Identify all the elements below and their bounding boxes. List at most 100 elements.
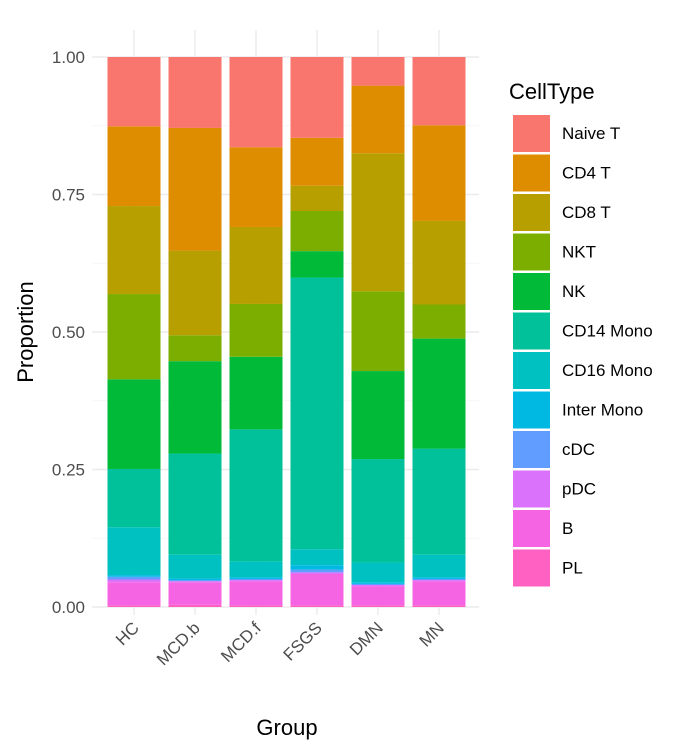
y-tick-label: 1.00 — [52, 48, 85, 67]
bar-segment-nk — [412, 338, 466, 449]
legend-label: pDC — [562, 480, 596, 499]
legend-label: cDC — [562, 440, 595, 459]
legend-label: CD4 T — [562, 164, 611, 183]
bar-segment-b — [107, 582, 161, 606]
legend-swatch — [513, 391, 550, 429]
bar-segment-pdc — [229, 580, 283, 582]
legend-swatch — [513, 233, 550, 271]
bar-segment-pdc — [168, 581, 222, 583]
bar-segment-nkt — [168, 335, 222, 362]
y-tick-label: 0.75 — [52, 186, 85, 205]
bar-segment-naive-t — [229, 57, 283, 148]
bar-segment-pl — [351, 605, 405, 607]
bar-segment-cd8-t — [290, 185, 344, 211]
bar-segment-cd16-mono — [107, 527, 161, 576]
bar-segment-cd16-mono — [168, 554, 222, 579]
bar-segment-b — [290, 574, 344, 606]
bar-segment-cd14-mono — [168, 453, 222, 555]
bar-segment-cd16-mono — [229, 561, 283, 578]
bar-group-mcd-b — [168, 57, 222, 607]
bar-segment-pl — [229, 605, 283, 607]
bar-segment-cd16-mono — [412, 554, 466, 578]
bar-segment-naive-t — [107, 57, 161, 127]
bar-segment-nk — [107, 379, 161, 469]
legend-swatch — [513, 549, 550, 587]
bar-segment-nk — [229, 356, 283, 430]
y-tick-label: 0.00 — [52, 598, 85, 617]
bar-segment-nkt — [412, 304, 466, 339]
bar-segment-cd8-t — [229, 226, 283, 304]
bar-segment-nk — [168, 361, 222, 454]
x-axis-ticks: HC MCD.b MCD.f FSGS DMN MN — [112, 618, 448, 669]
bar-segment-nkt — [107, 294, 161, 380]
bar-segment-cd8-t — [107, 206, 161, 295]
bar-segment-inter-mono — [107, 575, 161, 577]
legend-item: NK — [513, 273, 586, 310]
bar-segment-cdc — [168, 580, 222, 582]
bar-segment-cd16-mono — [351, 562, 405, 583]
legend-swatch — [513, 510, 550, 547]
legend-item: CD4 T — [513, 154, 611, 192]
bar-segment-cdc — [107, 576, 161, 580]
bar-segment-pl — [168, 604, 222, 607]
bar-segment-cd14-mono — [229, 429, 283, 562]
bar-segment-b — [229, 581, 283, 606]
legend-label: CD8 T — [562, 203, 611, 222]
bar-segment-b — [351, 586, 405, 606]
legend-item: B — [513, 510, 573, 547]
bar-segment-cd14-mono — [107, 468, 161, 528]
bar-segment-cd14-mono — [351, 459, 405, 563]
bar-segment-pl — [290, 605, 344, 607]
bar-segment-inter-mono — [168, 578, 222, 581]
bar-segment-nkt — [351, 291, 405, 372]
bar-segment-pdc — [290, 572, 344, 574]
bar-segment-pdc — [412, 580, 466, 582]
x-tick-label: HC — [112, 618, 143, 649]
legend-swatch — [513, 115, 550, 152]
bar-segment-cd14-mono — [412, 448, 466, 555]
legend-swatch — [513, 194, 550, 231]
legend-item: CD16 Mono — [513, 352, 653, 389]
legend-label: CD14 Mono — [562, 322, 653, 341]
legend-swatch — [513, 470, 550, 508]
legend-label: Naive T — [562, 124, 620, 143]
bar-group-hc — [107, 57, 161, 607]
bar-segment-cdc — [290, 569, 344, 573]
bar-segment-cd8-t — [351, 153, 405, 292]
bar-segment-pl — [412, 605, 466, 607]
legend-item: CD14 Mono — [513, 312, 653, 350]
legend-label: B — [562, 519, 573, 538]
legend-label: NKT — [562, 243, 596, 262]
legend-swatch — [513, 431, 550, 468]
bar-segment-inter-mono — [290, 565, 344, 570]
bar-segment-cd16-mono — [290, 549, 344, 566]
legend-item: cDC — [513, 431, 595, 468]
x-tick-label: MN — [416, 618, 448, 650]
bar-segment-nkt — [290, 211, 344, 252]
bar-segment-cd4-t — [107, 126, 161, 207]
legend-label: PL — [562, 559, 583, 578]
legend-title: CellType — [509, 79, 595, 104]
x-axis-title: Group — [256, 715, 317, 740]
bar-segment-nkt — [229, 303, 283, 357]
bar-segment-naive-t — [290, 57, 344, 138]
bar-segment-inter-mono — [229, 577, 283, 579]
bar-group-mn — [412, 57, 466, 607]
bar-segment-pdc — [351, 585, 405, 587]
legend-item: Naive T — [513, 115, 620, 152]
legend-swatch — [513, 312, 550, 350]
legend-swatch — [513, 273, 550, 310]
bar-segment-naive-t — [168, 57, 222, 128]
legend-swatch — [513, 154, 550, 192]
y-tick-label: 0.25 — [52, 461, 85, 480]
bar-segment-cdc — [229, 578, 283, 581]
bar-segment-b — [412, 581, 466, 606]
bar-segment-cd4-t — [290, 137, 344, 186]
y-axis-ticks: 0.00 0.25 0.50 0.75 1.00 — [52, 48, 85, 617]
bar-group-fsgs — [290, 57, 344, 607]
y-tick-label: 0.50 — [52, 323, 85, 342]
bar-segment-cd8-t — [168, 250, 222, 336]
bar-group-mcd-f — [229, 57, 283, 607]
bar-segment-cd14-mono — [290, 277, 344, 550]
